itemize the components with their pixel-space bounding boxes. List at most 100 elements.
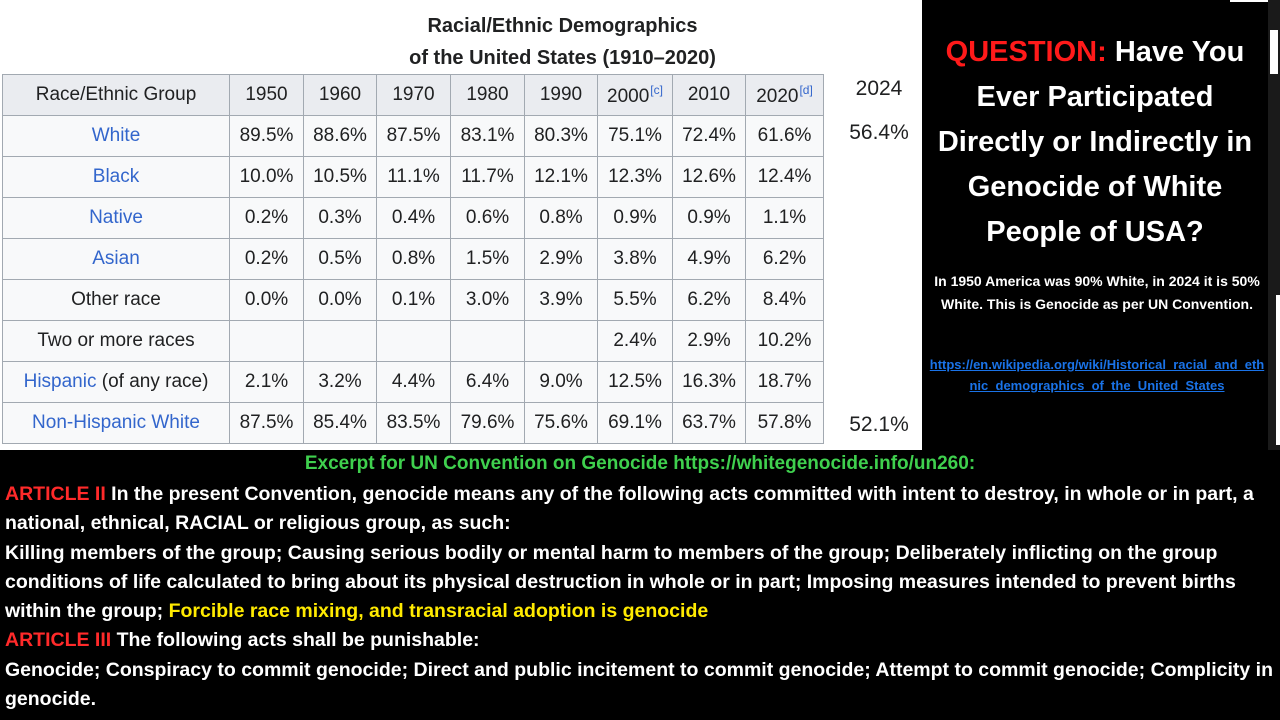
header-group: Race/Ethnic Group xyxy=(2,74,230,116)
table-cell: 3.2% xyxy=(303,361,377,403)
row-label-cell: Non-Hispanic White xyxy=(2,402,230,444)
question-prefix: QUESTION: xyxy=(945,36,1107,68)
header-year: 2010 xyxy=(672,74,746,116)
table-cell: 2.9% xyxy=(672,320,746,362)
table-cell: 12.3% xyxy=(597,156,673,198)
row-label[interactable]: White xyxy=(91,125,141,146)
header-year-label: 2010 xyxy=(687,84,731,105)
header-year: 1960 xyxy=(303,74,377,116)
table-row: Native 0.2% 0.3% 0.4% 0.6% 0.8% 0.9% 0.9% 1.1% xyxy=(2,197,824,239)
source-link[interactable]: https://en.wikipedia.org/wiki/Historical… xyxy=(929,357,1265,393)
row-label[interactable]: Native xyxy=(89,207,143,228)
excerpt-title: Excerpt for UN Convention on Genocide ht… xyxy=(304,453,976,474)
table-cell: 0.2% xyxy=(229,238,304,280)
row-label-cell: Native xyxy=(2,197,230,239)
article-3-label: ARTICLE III xyxy=(5,629,112,652)
table-row: Asian 0.2% 0.5% 0.8% 1.5% 2.9% 3.8% 4.9% 6.2% xyxy=(2,238,824,280)
header-year-label: 1980 xyxy=(466,84,509,105)
table-cell: 12.1% xyxy=(524,156,598,198)
acts-text: Killing members of the group; Causing se… xyxy=(5,541,1236,623)
header-year: 1950 xyxy=(229,74,304,116)
row-label-cell: Other race xyxy=(2,279,230,321)
edge-bar-bottom xyxy=(1276,295,1280,445)
article-2-label: ARTICLE II xyxy=(5,483,106,505)
table-cell: 0.9% xyxy=(597,197,673,239)
header-year-label: 2000 xyxy=(607,85,650,107)
table-cell: 0.4% xyxy=(376,197,451,239)
question-text: Have You Ever Participated Directly or I… xyxy=(937,36,1253,248)
table-cell xyxy=(303,320,377,362)
table-cell: 75.6% xyxy=(524,402,598,444)
table-cell: 12.4% xyxy=(745,156,824,198)
table-row: Hispanic (of any race) 2.1% 3.2% 4.4% 6.4% 9.… xyxy=(2,361,824,403)
table-cell: 3.8% xyxy=(597,238,673,280)
table-cell: 6.2% xyxy=(672,279,746,321)
header-year: 1990 xyxy=(524,74,598,116)
table-cell: 2.4% xyxy=(597,320,673,362)
table-cell: 72.4% xyxy=(672,115,746,157)
table-cell: 10.0% xyxy=(229,156,304,198)
header-year: 2000[c] xyxy=(597,74,673,116)
question-heading: QUESTION: Have You Ever Participated Dir… xyxy=(930,30,1260,255)
table-cell: 3.9% xyxy=(524,279,598,321)
table-cell xyxy=(229,320,304,362)
top-right-divider xyxy=(1230,0,1280,2)
article-2-paragraph: ARTICLE II In the present Convention, ge… xyxy=(5,480,1273,539)
article-2-text: In the present Convention, genocide mean… xyxy=(5,483,1254,535)
article-3-paragraph: ARTICLE III The following acts shall be … xyxy=(5,626,1273,655)
excerpt-panel: Excerpt for UN Convention on Genocide ht… xyxy=(0,450,1280,720)
claim-text: In 1950 America was 90% White, in 2024 i… xyxy=(934,273,1260,312)
table-cell: 16.3% xyxy=(672,361,746,403)
table-cell: 87.5% xyxy=(229,402,304,444)
row-label[interactable]: Hispanic xyxy=(23,371,97,392)
table-cell: 0.0% xyxy=(303,279,377,321)
table-cell: 79.6% xyxy=(450,402,525,444)
table-row: Other race 0.0% 0.0% 0.1% 3.0% 3.9% 5.5% 6.2% 8.… xyxy=(2,279,824,321)
footnote-link[interactable]: [c] xyxy=(650,82,663,97)
row-label-cell: Black xyxy=(2,156,230,198)
table-cell: 0.1% xyxy=(376,279,451,321)
row-label: Other race xyxy=(71,289,161,310)
table-cell: 83.5% xyxy=(376,402,451,444)
table-cell: 10.2% xyxy=(745,320,824,362)
table-row: Non-Hispanic White 87.5% 85.4% 83.5% 79.6% 75… xyxy=(2,402,824,444)
row-label[interactable]: Black xyxy=(92,166,140,187)
table-cell: 80.3% xyxy=(524,115,598,157)
header-year: 1980 xyxy=(450,74,525,116)
table-cell: 1.5% xyxy=(450,238,525,280)
table-cell: 0.8% xyxy=(524,197,598,239)
table-cell: 0.6% xyxy=(450,197,525,239)
table-header-row: Race/Ethnic Group 1950 1960 1970 1980 1990 200… xyxy=(2,74,824,116)
table-cell: 6.2% xyxy=(745,238,824,280)
table-cell: 9.0% xyxy=(524,361,598,403)
white-2024-value: 56.4% xyxy=(849,121,909,144)
table-cell: 0.8% xyxy=(376,238,451,280)
row-label[interactable]: Asian xyxy=(92,248,140,269)
table-cell: 85.4% xyxy=(303,402,377,444)
excerpt-body: ARTICLE II In the present Convention, ge… xyxy=(5,480,1273,714)
edge-decoration xyxy=(1268,0,1280,450)
table-row: Two or more races 2.4% 2.9% 10.2% xyxy=(2,320,824,362)
table-cell: 2.1% xyxy=(229,361,304,403)
table-cell: 3.0% xyxy=(450,279,525,321)
table-cell: 18.7% xyxy=(745,361,824,403)
table-cell: 0.5% xyxy=(303,238,377,280)
row-label-suffix: (of any race) xyxy=(96,371,209,392)
row-label[interactable]: Non-Hispanic White xyxy=(32,412,200,433)
header-year-label: 1970 xyxy=(392,84,435,105)
table-cell: 0.0% xyxy=(229,279,304,321)
table-panel: Racial/Ethnic Demographics of the United… xyxy=(0,0,922,450)
table-cell: 11.7% xyxy=(450,156,525,198)
table-cell: 12.6% xyxy=(672,156,746,198)
table-cell: 8.4% xyxy=(745,279,824,321)
question-panel xyxy=(922,0,1280,450)
table-cell: 89.5% xyxy=(229,115,304,157)
punishable-acts-text: Genocide; Conspiracy to commit genocide;… xyxy=(5,658,1273,711)
header-year-label: 1960 xyxy=(318,84,362,105)
table-cell: 0.3% xyxy=(303,197,377,239)
row-label-cell: Asian xyxy=(2,238,230,280)
table-cell: 61.6% xyxy=(745,115,824,157)
header-year: 2020[d] xyxy=(745,74,824,116)
footnote-link[interactable]: [d] xyxy=(799,82,813,97)
header-year-label: 2020 xyxy=(756,85,799,107)
